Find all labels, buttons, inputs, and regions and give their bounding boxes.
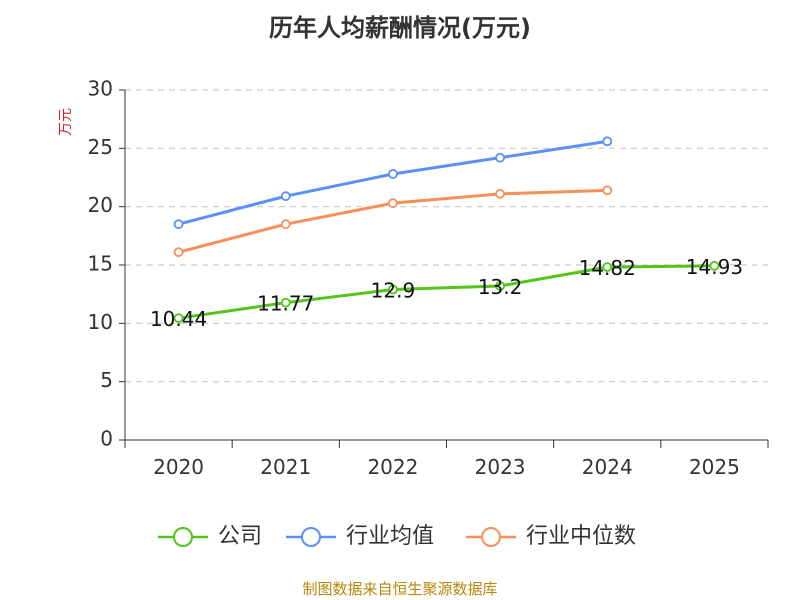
legend-swatch-marker	[173, 527, 193, 547]
legend-item-2[interactable]: 行业中位数	[466, 524, 636, 549]
data-label: 10.44	[150, 307, 207, 331]
data-label: 12.9	[371, 279, 416, 303]
data-point[interactable]	[388, 284, 398, 295]
grid-lines	[125, 89, 768, 383]
data-point[interactable]	[173, 247, 184, 258]
data-point[interactable]	[602, 185, 613, 196]
y-tick-label: 15	[88, 252, 113, 276]
x-tick-label: 2025	[689, 455, 740, 479]
legend-swatch-marker	[481, 527, 501, 547]
x-tick-label: 2024	[582, 455, 633, 479]
data-point[interactable]	[280, 219, 291, 230]
data-point[interactable]	[602, 262, 613, 273]
y-tick-label: 25	[88, 135, 113, 159]
y-tick-label: 30	[88, 77, 113, 101]
x-tick-label: 2021	[260, 455, 311, 479]
data-point[interactable]	[280, 191, 291, 202]
series-group	[173, 136, 720, 324]
data-point[interactable]	[173, 219, 184, 230]
data-point[interactable]	[495, 152, 505, 163]
data-point[interactable]	[388, 198, 398, 209]
legend-item-1[interactable]: 行业均值	[286, 524, 434, 549]
data-point[interactable]	[495, 188, 505, 199]
legend-label: 公司	[218, 524, 262, 549]
data-point[interactable]	[602, 136, 613, 147]
data-point[interactable]	[280, 297, 291, 308]
y-tick-label: 20	[88, 193, 113, 217]
series-line-0	[178, 264, 715, 320]
series-line-1	[178, 139, 608, 226]
data-point[interactable]	[173, 313, 184, 324]
legend[interactable]: 公司 行业均值 行业中位数	[158, 524, 636, 549]
x-tick-label: 2020	[153, 455, 204, 479]
legend-swatch-marker	[301, 527, 321, 547]
y-axis-label: 万元	[58, 108, 74, 136]
x-tick-label: 2022	[367, 455, 418, 479]
y-tick-label: 0	[100, 427, 113, 451]
data-point[interactable]	[709, 260, 720, 271]
data-label: 14.93	[686, 255, 743, 279]
data-source: 制图数据来自恒生聚源数据库	[302, 580, 498, 598]
y-tick-label: 10	[88, 310, 113, 334]
data-label: 14.82	[579, 256, 636, 280]
x-tick-label: 2023	[475, 455, 526, 479]
data-labels: 10.44 11.77 12.9 13.2 14.82 14.93	[150, 255, 743, 331]
legend-label: 行业均值	[346, 524, 434, 549]
legend-item-0[interactable]: 公司	[158, 524, 262, 549]
legend-label: 行业中位数	[526, 524, 636, 549]
data-label: 11.77	[257, 292, 314, 316]
data-point[interactable]	[495, 281, 505, 291]
chart-title: 历年人均薪酬情况(万元)	[269, 14, 531, 42]
data-label: 13.2	[478, 275, 523, 299]
data-point[interactable]	[388, 169, 398, 179]
y-tick-label: 5	[100, 368, 113, 392]
